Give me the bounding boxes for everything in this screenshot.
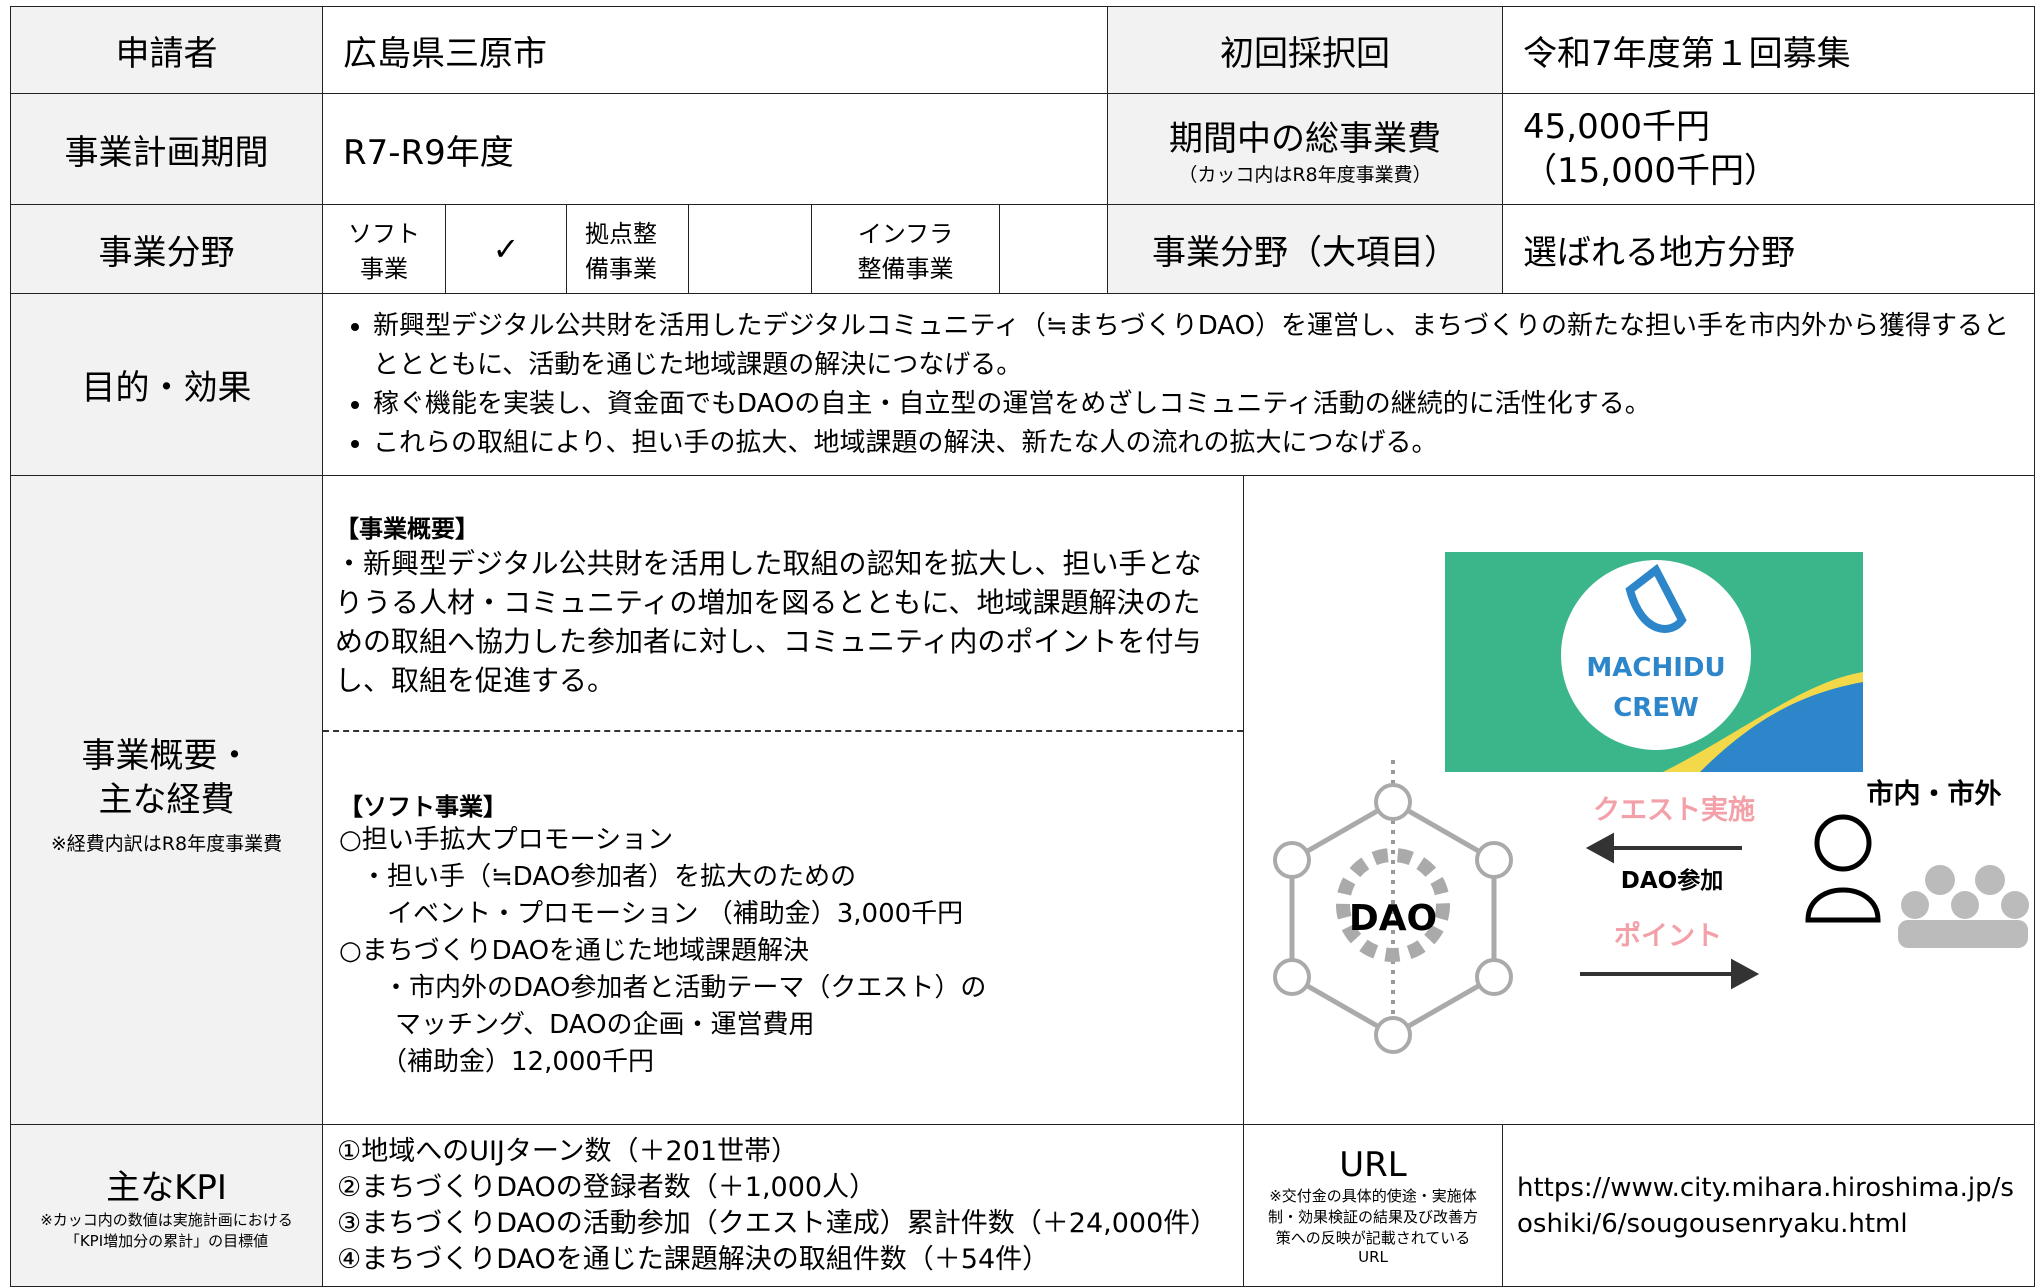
text: 目的・効果 <box>81 368 252 408</box>
bullet-list: 新興型デジタル公共財を活用したデジタルコミュニティ（≒まちづくりDAO）を運営し… <box>333 307 2024 463</box>
label: 期間中の総事業費 （カッコ内はR8年度事業費） <box>1107 93 1503 205</box>
cell: 選ばれる地方分野 <box>1502 204 2035 294</box>
text: ソフト事業 <box>348 220 420 283</box>
text: 広島県三原市 <box>343 33 547 74</box>
line: マッチング、DAOの企画・運営費用 <box>395 1010 815 1040</box>
line: イベント・プロモーション （補助金）3,000千円 <box>387 899 964 929</box>
text: 事業計画期間 <box>64 132 269 173</box>
kpi-item: ④まちづくりDAOを通じた課題解決の取組件数（＋54件） <box>337 1243 1050 1275</box>
line: ○担い手拡大プロモーション <box>339 825 674 855</box>
cell: R7-R9年度 <box>322 93 1108 205</box>
heading: 【事業概要】 <box>335 515 479 543</box>
cell: 【事業概要】 ・新興型デジタル公共財を活用した取組の認知を拡大し、担い手となりう… <box>322 475 1244 1125</box>
cell: 新興型デジタル公共財を活用したデジタルコミュニティ（≒まちづくりDAO）を運営し… <box>322 293 2035 476</box>
text: 拠点整備事業 <box>585 220 657 283</box>
line: ・市内外のDAO参加者と活動テーマ（クエスト）の <box>383 973 987 1003</box>
cell[interactable]: https://www.city.mihara.hiroshima.jp/sos… <box>1502 1124 2035 1287</box>
text: 初回採択回 <box>1220 33 1390 74</box>
text: 事業概要・ <box>81 736 252 776</box>
text: 事業分野 <box>98 232 235 273</box>
text: インフラ整備事業 <box>857 220 954 283</box>
bullet: これらの取組により、担い手の拡大、地域課題の解決、新たな人の流れの拡大につなげる… <box>373 424 2024 463</box>
cell: 令和7年度第１回募集 <box>1502 6 2035 94</box>
text: ✓ <box>492 230 520 268</box>
text: 主なKPI <box>106 1168 227 1208</box>
text: （15,000千円） <box>1523 151 1778 191</box>
cell <box>688 204 812 294</box>
text: 申請者 <box>115 33 218 74</box>
text: ※経費内訳はR8年度事業費 <box>50 833 283 855</box>
label: 事業概要・ 主な経費 ※経費内訳はR8年度事業費 <box>10 475 323 1125</box>
line: （補助金）12,000千円 <box>381 1047 654 1077</box>
kpi-item: ③まちづくりDAOの活動参加（クエスト達成）累計件数（＋24,000件） <box>337 1207 1218 1239</box>
cell: ①地域へのUIJターン数（＋201世帯） ②まちづくりDAOの登録者数（＋1,00… <box>322 1124 1244 1287</box>
label: 初回採択回 <box>1107 6 1503 94</box>
cell: インフラ整備事業 <box>811 204 1000 294</box>
text: 令和7年度第１回募集 <box>1523 33 1851 74</box>
label: 目的・効果 <box>10 293 323 476</box>
text: R7-R9年度 <box>343 132 514 173</box>
text: ※カッコ内の数値は実施計画における「KPI増加分の累計」の目標値 <box>40 1211 293 1250</box>
heading: 【ソフト事業】 <box>339 793 507 821</box>
label: 申請者 <box>10 6 323 94</box>
cell: ソフト事業 <box>322 204 446 294</box>
text: URL <box>1339 1145 1407 1185</box>
text: （カッコ内はR8年度事業費） <box>1178 164 1432 186</box>
cell: ✓ <box>445 204 567 294</box>
bullet: 新興型デジタル公共財を活用したデジタルコミュニティ（≒まちづくりDAO）を運営し… <box>373 307 2024 385</box>
label: 事業分野 <box>10 204 323 294</box>
cell <box>999 204 1108 294</box>
text: 期間中の総事業費 <box>1169 119 1441 159</box>
text: ※交付金の具体的使途・実施体制・効果検証の結果及び改善方策への反映が記載されてい… <box>1267 1187 1478 1266</box>
label: 主なKPI ※カッコ内の数値は実施計画における「KPI増加分の累計」の目標値 <box>10 1124 323 1287</box>
text: 事業分野（大項目） <box>1152 232 1458 273</box>
label: URL ※交付金の具体的使途・実施体制・効果検証の結果及び改善方策への反映が記載さ… <box>1243 1124 1503 1287</box>
url[interactable]: https://www.city.mihara.hiroshima.jp/sos… <box>1517 1172 2014 1239</box>
soft-detail: 【ソフト事業】 ○担い手拡大プロモーション ・担い手（≒DAO参加者）を拡大のた… <box>323 732 1243 1081</box>
cell: 45,000千円 （15,000千円） <box>1502 93 2035 205</box>
text: 45,000千円 <box>1523 107 1710 147</box>
label: 事業計画期間 <box>10 93 323 205</box>
text: 主な経費 <box>98 780 235 820</box>
text: 選ばれる地方分野 <box>1523 232 1795 273</box>
line: ・担い手（≒DAO参加者）を拡大のための <box>361 862 857 892</box>
summary: 【事業概要】 ・新興型デジタル公共財を活用した取組の認知を拡大し、担い手となりう… <box>323 476 1243 732</box>
kpi-item: ②まちづくりDAOの登録者数（＋1,000人） <box>337 1171 877 1203</box>
cell: 広島県三原市 <box>322 6 1108 94</box>
kpi-item: ①地域へのUIJターン数（＋201世帯） <box>337 1135 799 1167</box>
cell <box>1243 475 2035 1125</box>
cell: 拠点整備事業 <box>566 204 689 294</box>
text: ・新興型デジタル公共財を活用した取組の認知を拡大し、担い手となりうる人材・コミュ… <box>335 547 1202 697</box>
bullet: 稼ぐ機能を実装し、資金面でもDAOの自主・自立型の運営をめざしコミュニティ活動の… <box>373 385 2024 424</box>
line: ○まちづくりDAOを通じた地域課題解決 <box>339 936 810 966</box>
label: 事業分野（大項目） <box>1107 204 1503 294</box>
